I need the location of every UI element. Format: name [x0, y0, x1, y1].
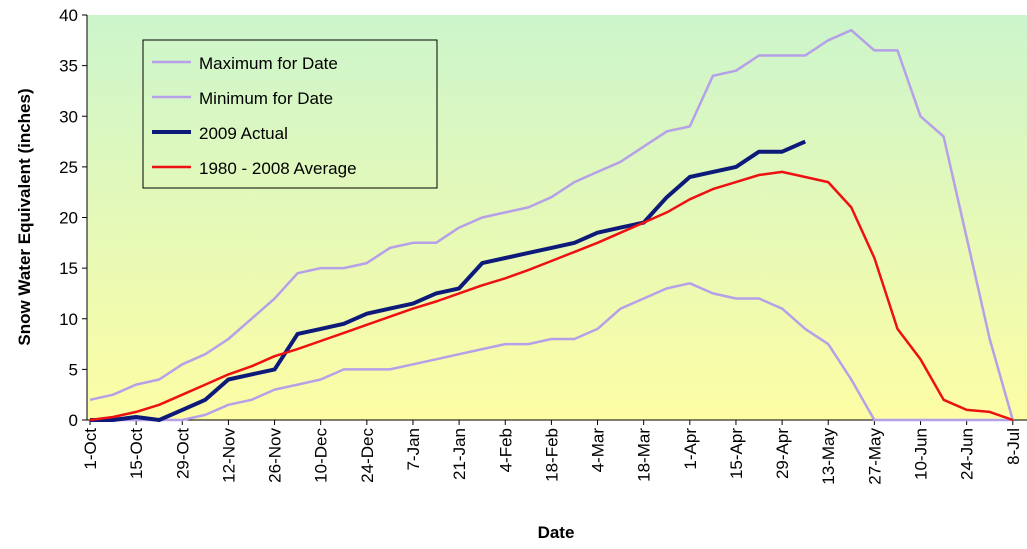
- legend-label: Maximum for Date: [199, 54, 338, 73]
- x-tick-label: 4-Mar: [589, 428, 608, 473]
- x-tick-label: 12-Nov: [219, 428, 238, 483]
- y-tick-label: 35: [59, 57, 78, 76]
- x-tick-label: 18-Mar: [635, 428, 654, 482]
- series-line: [90, 139, 807, 422]
- series-line: [89, 28, 1015, 421]
- y-axis-label: Snow Water Equivalent (inches): [15, 88, 34, 345]
- legend-label: 1980 - 2008 Average: [199, 159, 357, 178]
- x-axis-label: Date: [538, 523, 575, 542]
- y-tick-label: 40: [59, 6, 78, 25]
- x-tick-label: 8-Jul: [1004, 428, 1023, 465]
- legend-label: 2009 Actual: [199, 124, 288, 143]
- legend-label: Minimum for Date: [199, 89, 333, 108]
- x-tick-label: 15-Apr: [727, 428, 746, 479]
- x-tick-label: 29-Oct: [173, 428, 192, 479]
- x-tick-label: 21-Jan: [450, 428, 469, 480]
- y-tick-label: 0: [69, 411, 78, 430]
- x-tick-label: 24-Jun: [958, 428, 977, 480]
- series-line: [89, 170, 1014, 422]
- x-tick-label: 10-Jun: [912, 428, 931, 480]
- y-tick-label: 25: [59, 158, 78, 177]
- x-tick-label: 4-Feb: [496, 428, 515, 472]
- x-tick-label: 29-Apr: [773, 428, 792, 479]
- y-tick-label: 20: [59, 209, 78, 228]
- y-tick-label: 30: [59, 107, 78, 126]
- x-tick-label: 26-Nov: [266, 428, 285, 483]
- plot-area: [87, 15, 1027, 420]
- x-tick-label: 1-Oct: [81, 428, 100, 470]
- y-tick-label: 15: [59, 259, 78, 278]
- x-tick-label: 24-Dec: [358, 428, 377, 483]
- x-tick-label: 7-Jan: [404, 428, 423, 471]
- x-tick-label: 18-Feb: [542, 428, 561, 482]
- x-tick-label: 1-Apr: [681, 428, 700, 470]
- x-tick-label: 27-May: [865, 428, 884, 485]
- x-tick-label: 10-Dec: [312, 428, 331, 483]
- x-tick-label: 15-Oct: [127, 428, 146, 479]
- series-line: [90, 282, 1013, 422]
- y-tick-label: 10: [59, 310, 78, 329]
- x-tick-label: 13-May: [819, 428, 838, 485]
- y-tick-label: 5: [69, 360, 78, 379]
- legend-box: [142, 39, 438, 189]
